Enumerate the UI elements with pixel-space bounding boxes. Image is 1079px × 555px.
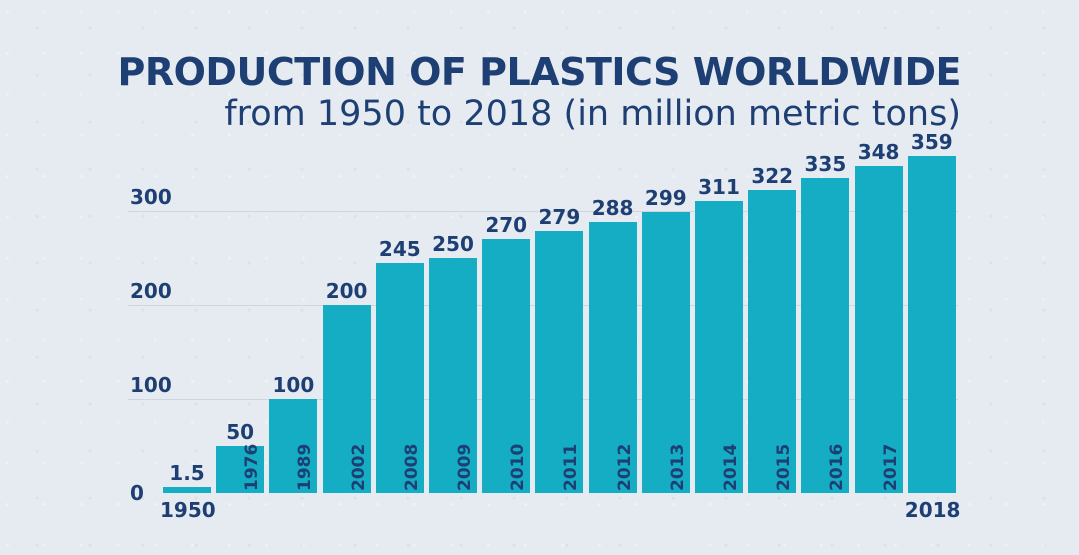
x-category-label: 2002	[348, 443, 369, 491]
y-tick-label: 0	[130, 481, 144, 505]
bar	[588, 222, 637, 493]
x-category-label: 1989	[295, 443, 316, 491]
bar	[322, 305, 371, 493]
y-tick-label: 300	[130, 185, 172, 209]
bar	[907, 155, 956, 493]
x-category-label: 2014	[721, 443, 741, 491]
value-label: 299	[644, 185, 687, 210]
y-tick-label: 200	[130, 279, 172, 303]
value-label: 200	[325, 279, 368, 303]
bar	[641, 211, 690, 493]
x-category-label: 2018	[904, 498, 961, 522]
x-category-label: 1950	[160, 498, 216, 522]
bar	[482, 239, 531, 493]
value-label: 50	[226, 420, 255, 444]
value-label: 100	[272, 373, 315, 397]
x-category-label: 2017	[880, 443, 901, 491]
value-label: 288	[591, 196, 634, 221]
bar	[854, 165, 903, 493]
x-category-label: 2012	[614, 443, 635, 491]
value-label: 359	[910, 129, 953, 154]
bar	[375, 262, 424, 493]
bar	[269, 399, 318, 493]
x-category-label: 2008	[401, 443, 422, 491]
value-label: 250	[432, 232, 474, 256]
bar	[695, 200, 743, 493]
x-category-label: 2010	[508, 443, 529, 491]
bar	[163, 487, 211, 493]
x-category-label: 2015	[774, 443, 795, 491]
x-category-label: 2009	[455, 443, 475, 491]
bar	[801, 178, 850, 493]
bar	[535, 230, 584, 493]
chart-subtitle: from 1950 to 2018 (in million metric ton…	[224, 94, 961, 134]
bar	[429, 258, 477, 493]
value-label: 348	[857, 139, 900, 164]
value-label: 335	[804, 152, 847, 177]
value-label: 322	[751, 164, 794, 189]
value-label: 279	[538, 204, 581, 229]
bar	[748, 190, 797, 493]
y-tick-label: 100	[130, 373, 172, 397]
x-category-label: 2011	[561, 443, 582, 491]
value-label: 311	[698, 174, 740, 199]
chart-title: PRODUCTION OF PLASTICS WORLDWIDE	[117, 50, 962, 94]
value-label: 1.5	[169, 461, 205, 485]
bar	[216, 446, 265, 493]
x-category-label: 2013	[667, 443, 688, 491]
value-label: 270	[485, 213, 528, 238]
gridline	[128, 211, 958, 212]
value-label: 245	[378, 236, 421, 261]
x-category-label: 2016	[827, 443, 848, 491]
x-category-label: 1976	[242, 443, 263, 491]
